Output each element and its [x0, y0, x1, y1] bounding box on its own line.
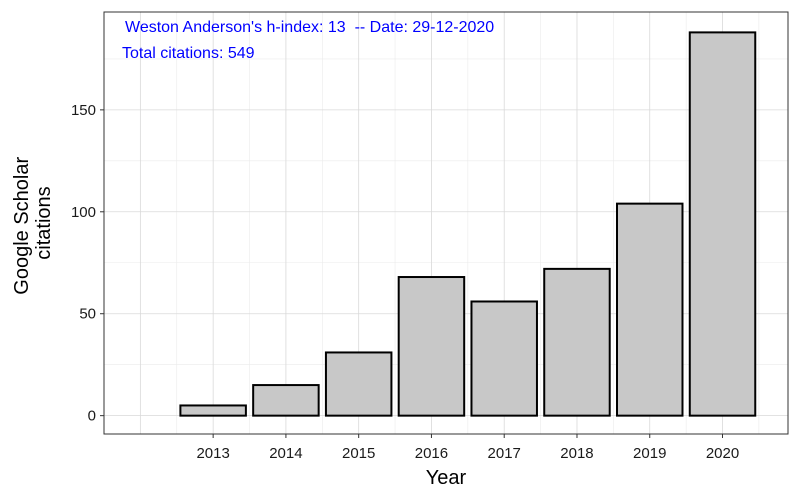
bar-2020	[688, 31, 757, 417]
x-tick-label-2019: 2019	[633, 445, 666, 462]
y-tick-label: 150	[71, 102, 96, 119]
minor-gridlines	[104, 12, 788, 434]
bars	[179, 31, 757, 417]
x-axis-ticks: 2013 2014 2015 2016 2017 2018 2019 2020	[196, 434, 739, 462]
bar-2017	[470, 300, 538, 417]
bar-2018	[543, 267, 611, 417]
x-tick-label-2020: 2020	[706, 445, 739, 462]
y-axis-ticks: 0 50 100 150	[71, 102, 104, 425]
plot-panel-border	[103, 11, 789, 435]
x-tick-label-2018: 2018	[560, 445, 593, 462]
annotation-total-citations: Total citations: 549	[122, 45, 255, 62]
y-tick-label: 0	[88, 408, 96, 425]
y-axis-title-line-2: citations	[33, 186, 55, 259]
y-tick-label: 100	[71, 204, 96, 221]
y-axis-title-line-1: Google Scholar	[11, 157, 33, 295]
bar-2013	[179, 404, 247, 417]
x-tick-label-2013: 2013	[196, 445, 229, 462]
annotation-h-index: Weston Anderson's h-index: 13 -- Date: 2…	[125, 19, 494, 36]
y-axis-title: Google Scholar citations	[11, 151, 55, 294]
bar-2014	[252, 384, 320, 417]
x-tick-label-2015: 2015	[342, 445, 375, 462]
y-tick-label: 50	[79, 306, 96, 323]
x-tick-label-2017: 2017	[488, 445, 521, 462]
x-tick-label-2014: 2014	[269, 445, 302, 462]
bar-2019	[616, 202, 684, 417]
bar-2015	[324, 351, 393, 417]
bar-2016	[397, 276, 466, 417]
x-tick-label-2016: 2016	[415, 445, 448, 462]
x-axis-title: Year	[426, 467, 467, 489]
